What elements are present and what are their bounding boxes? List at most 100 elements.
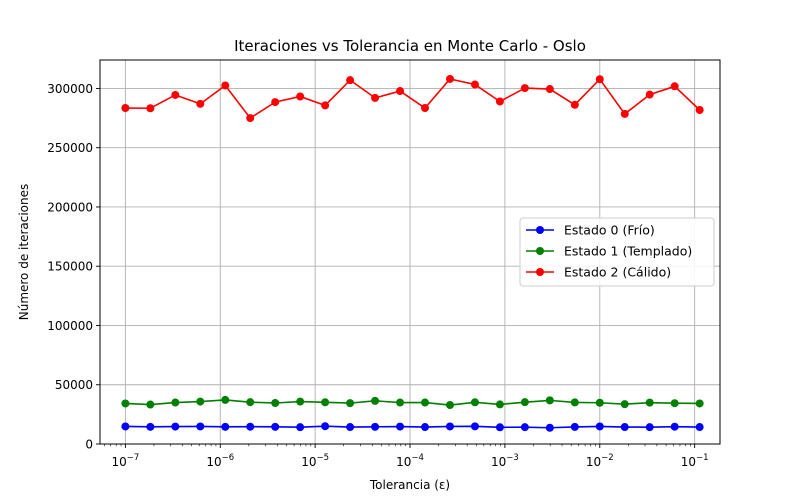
data-point [420, 398, 429, 407]
data-point [445, 401, 454, 410]
data-point [570, 100, 579, 109]
data-point [645, 90, 654, 99]
data-point [221, 395, 230, 404]
data-point [545, 85, 554, 94]
axis-ticks: 10−7 10−6 10−5 10−4 10−3 10−2 10−1 0 50000 100000… [47, 82, 708, 469]
data-point [595, 398, 604, 407]
data-point [346, 399, 355, 408]
data-point [346, 76, 355, 85]
data-point [670, 422, 679, 431]
data-point [296, 397, 305, 406]
series-layer [121, 74, 704, 432]
legend: Estado 0 (Frío) Estado 1 (Templado) Estado… [519, 217, 715, 287]
data-point [545, 396, 554, 405]
data-point [121, 422, 130, 431]
data-point [470, 398, 479, 407]
data-point [595, 422, 604, 431]
data-point [171, 398, 180, 407]
series-line [125, 425, 700, 429]
y-tick-label: 300000 [47, 82, 93, 96]
legend-label: Estado 0 (Frío) [564, 223, 655, 238]
data-point [171, 422, 180, 431]
data-point [520, 84, 529, 93]
data-point [545, 423, 554, 432]
data-point [221, 81, 230, 90]
series-line [125, 77, 701, 120]
data-point [196, 99, 205, 108]
x-tick-label: 10−5 [301, 453, 329, 469]
data-point [645, 398, 654, 407]
data-point [445, 74, 454, 83]
data-point [196, 422, 205, 431]
data-point [146, 400, 155, 409]
data-point [271, 422, 280, 431]
x-tick-label: 10−4 [396, 453, 424, 469]
series-line [125, 399, 700, 406]
y-tick-label: 0 [85, 438, 93, 452]
legend-box [519, 217, 715, 287]
data-point [520, 423, 529, 432]
data-point [321, 101, 330, 110]
y-tick-label: 200000 [47, 200, 93, 214]
x-axis-label: Tolerancia (ε) [369, 478, 450, 492]
series-1 [121, 395, 704, 410]
data-point [570, 398, 579, 407]
data-point [670, 82, 679, 91]
data-point [271, 98, 280, 107]
data-point [570, 422, 579, 431]
data-point [271, 398, 280, 407]
data-point [620, 400, 629, 409]
data-point [445, 422, 454, 431]
data-point [121, 399, 130, 408]
y-tick-label: 150000 [47, 260, 93, 274]
data-point [470, 80, 479, 89]
legend-entry: Estado 1 (Templado) [526, 244, 692, 259]
data-point [371, 396, 380, 405]
data-point [371, 422, 380, 431]
x-tick-label: 10−7 [111, 453, 139, 469]
data-point [420, 423, 429, 432]
data-point [396, 422, 405, 431]
data-point [495, 423, 504, 432]
legend-swatch-marker [536, 226, 544, 234]
data-point [371, 93, 380, 102]
data-point [396, 87, 405, 96]
legend-swatch-marker [536, 268, 544, 276]
data-point [470, 422, 479, 431]
data-point [296, 423, 305, 432]
data-point [520, 398, 529, 407]
series-2 [121, 74, 704, 123]
data-point [670, 399, 679, 408]
legend-swatch-marker [536, 247, 544, 255]
y-axis-label: Número de iteraciones [17, 184, 31, 321]
y-tick-label: 50000 [55, 378, 93, 392]
chart-title: Iteraciones vs Tolerancia en Monte Carlo… [234, 37, 586, 55]
y-tick-label: 100000 [47, 319, 93, 333]
legend-label: Estado 2 (Cálido) [564, 265, 671, 280]
data-point [620, 109, 629, 118]
data-point [246, 422, 255, 431]
data-point [695, 399, 704, 408]
x-tick-label: 10−3 [491, 453, 519, 469]
data-point [146, 422, 155, 431]
x-tick-label: 10−6 [206, 453, 234, 469]
x-tick-label: 10−2 [586, 453, 614, 469]
y-tick-label: 250000 [47, 141, 93, 155]
data-point [246, 398, 255, 407]
data-point [196, 397, 205, 406]
data-point [221, 422, 230, 431]
data-point [121, 104, 130, 112]
data-point [171, 90, 180, 99]
legend-label: Estado 1 (Templado) [564, 244, 692, 259]
data-point [695, 423, 704, 432]
data-point [146, 104, 155, 113]
data-point [321, 422, 330, 431]
data-point [595, 75, 604, 84]
data-point [246, 114, 255, 123]
data-point [346, 423, 355, 432]
data-point [495, 97, 504, 106]
data-point [495, 400, 504, 409]
series-0 [121, 422, 704, 432]
data-point [645, 423, 654, 432]
